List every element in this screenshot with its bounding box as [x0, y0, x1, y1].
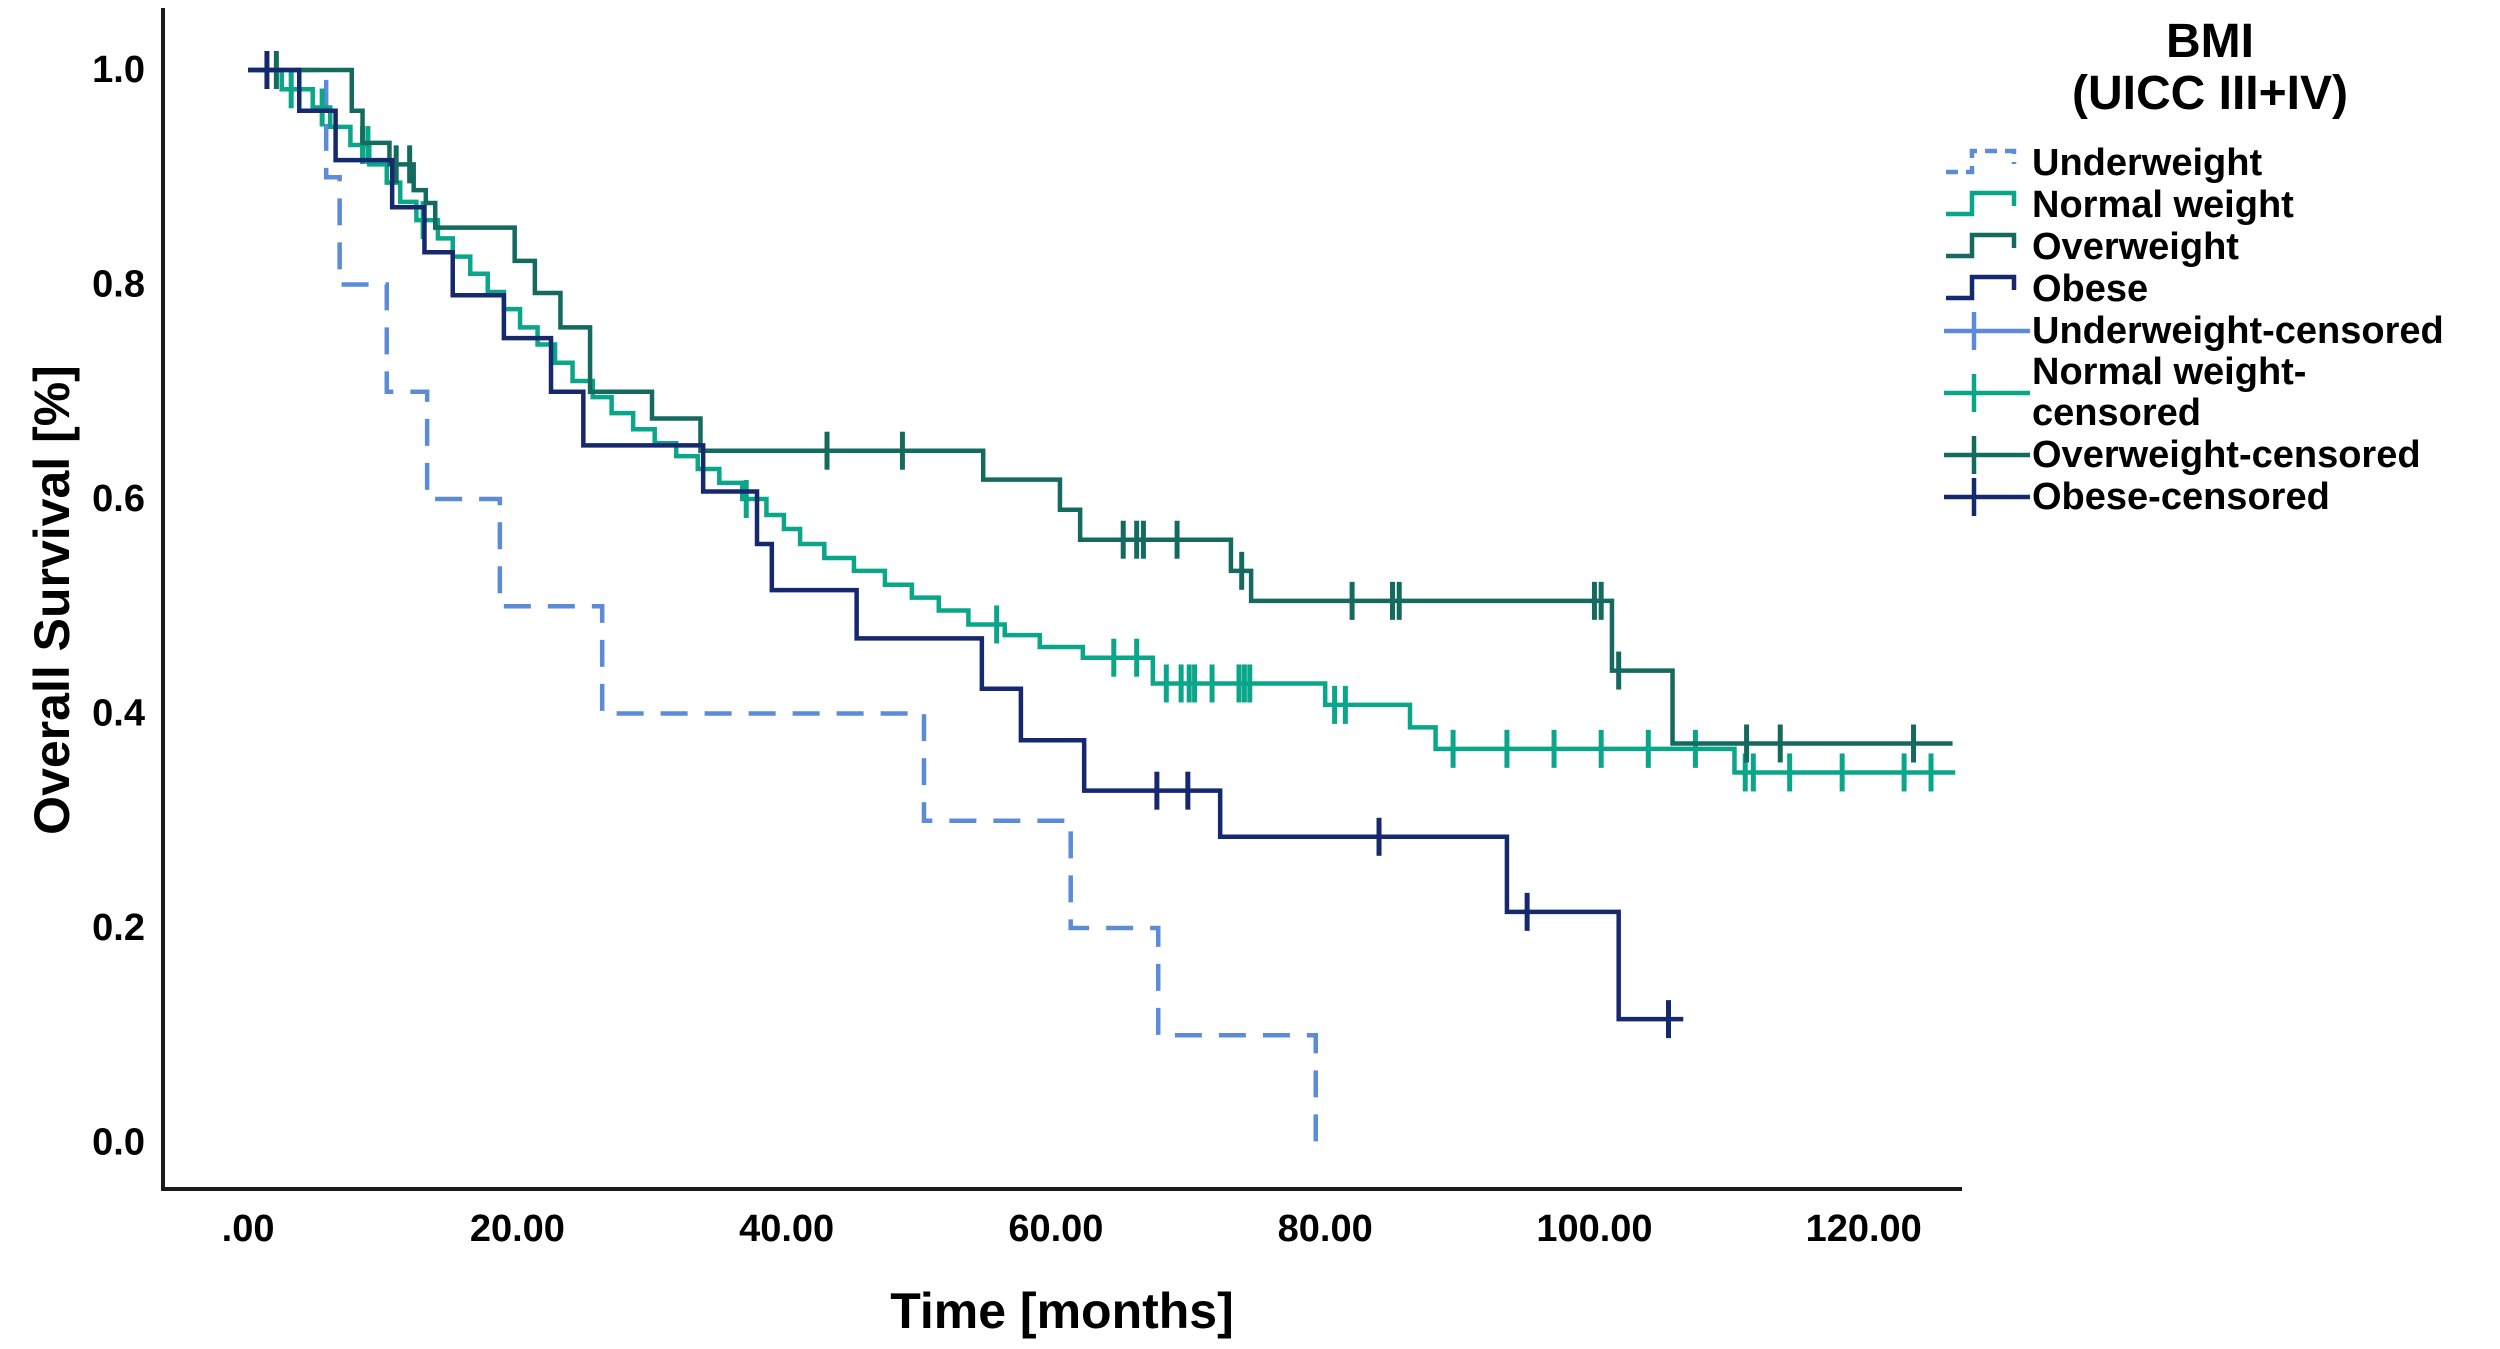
x-tick-label: 100.00: [1536, 1208, 1652, 1250]
legend-item-obese-censored: Obese-censored: [1944, 476, 2500, 518]
legend-label: Obese: [2032, 267, 2149, 310]
legend-step-glyph: [1946, 232, 2017, 259]
y-tick-label: 1.0: [92, 49, 145, 91]
legend: BMI (UICC III+IV) Underweight Normal weig…: [1944, 16, 2500, 518]
legend-label: Obese-censored: [2032, 475, 2330, 518]
legend-item-obese: Obese: [1944, 268, 2500, 310]
legend-swatch: [1944, 476, 2032, 518]
legend-swatch: [1944, 268, 2032, 310]
curve-overweight: [248, 67, 1953, 746]
legend-swatch: [1944, 434, 2032, 476]
legend-swatch: [1944, 310, 2032, 352]
x-tick-label: 40.00: [739, 1208, 834, 1250]
x-tick-label: 80.00: [1278, 1208, 1373, 1250]
legend-title: BMI (UICC III+IV): [2071, 15, 2349, 120]
legend-swatch: [1944, 226, 2032, 268]
y-tick-label: 0.0: [92, 1121, 145, 1163]
legend-item-normal-weight-censored: Normal weight- censored: [1944, 352, 2500, 434]
legend-step-glyph-dashed: [1946, 148, 2017, 175]
legend-item-underweight-censored: Underweight-censored: [1944, 310, 2500, 352]
legend-swatch: [1944, 142, 2032, 184]
legend-item-normal-weight: Normal weight: [1944, 184, 2500, 226]
legend-censored-glyph: [1944, 374, 2030, 412]
legend-censored-glyph: [1944, 478, 2030, 516]
y-tick-label: 0.4: [92, 692, 145, 734]
curve-normal-weight: [248, 67, 1956, 775]
legend-censored-glyph: [1944, 312, 2030, 350]
y-tick-label: 0.6: [92, 478, 145, 520]
legend-item-overweight-censored: Overweight-censored: [1944, 434, 2500, 476]
y-tick-label: 0.8: [92, 263, 145, 305]
x-tick-label: 120.00: [1806, 1208, 1922, 1250]
y-axis-title: Overall Survival [%]: [24, 365, 80, 835]
legend-swatch: [1944, 184, 2032, 226]
legend-label: Normal weight- censored: [2032, 351, 2307, 434]
legend-item-overweight: Overweight: [1944, 226, 2500, 268]
legend-label: Normal weight: [2032, 183, 2294, 226]
legend-label: Underweight-censored: [2032, 309, 2444, 352]
curve-obese: [248, 67, 1684, 1022]
x-tick-label: 60.00: [1008, 1208, 1103, 1250]
curve-underweight: [248, 67, 1323, 1145]
x-axis-title: Time [months]: [890, 1283, 1234, 1339]
x-tick-label: .00: [222, 1208, 275, 1250]
legend-label: Overweight: [2032, 225, 2239, 268]
y-tick-label: 0.2: [92, 907, 145, 949]
legend-step-glyph: [1946, 274, 2017, 301]
legend-label: Overweight-censored: [2032, 433, 2421, 476]
x-tick-label: 20.00: [470, 1208, 565, 1250]
legend-item-underweight: Underweight: [1944, 142, 2500, 184]
legend-items: Underweight Normal weight Overweight Obese U…: [1944, 142, 2500, 518]
legend-censored-glyph: [1944, 436, 2030, 474]
legend-step-glyph: [1946, 190, 2017, 217]
legend-label: Underweight: [2032, 141, 2263, 184]
legend-swatch: [1944, 372, 2032, 414]
